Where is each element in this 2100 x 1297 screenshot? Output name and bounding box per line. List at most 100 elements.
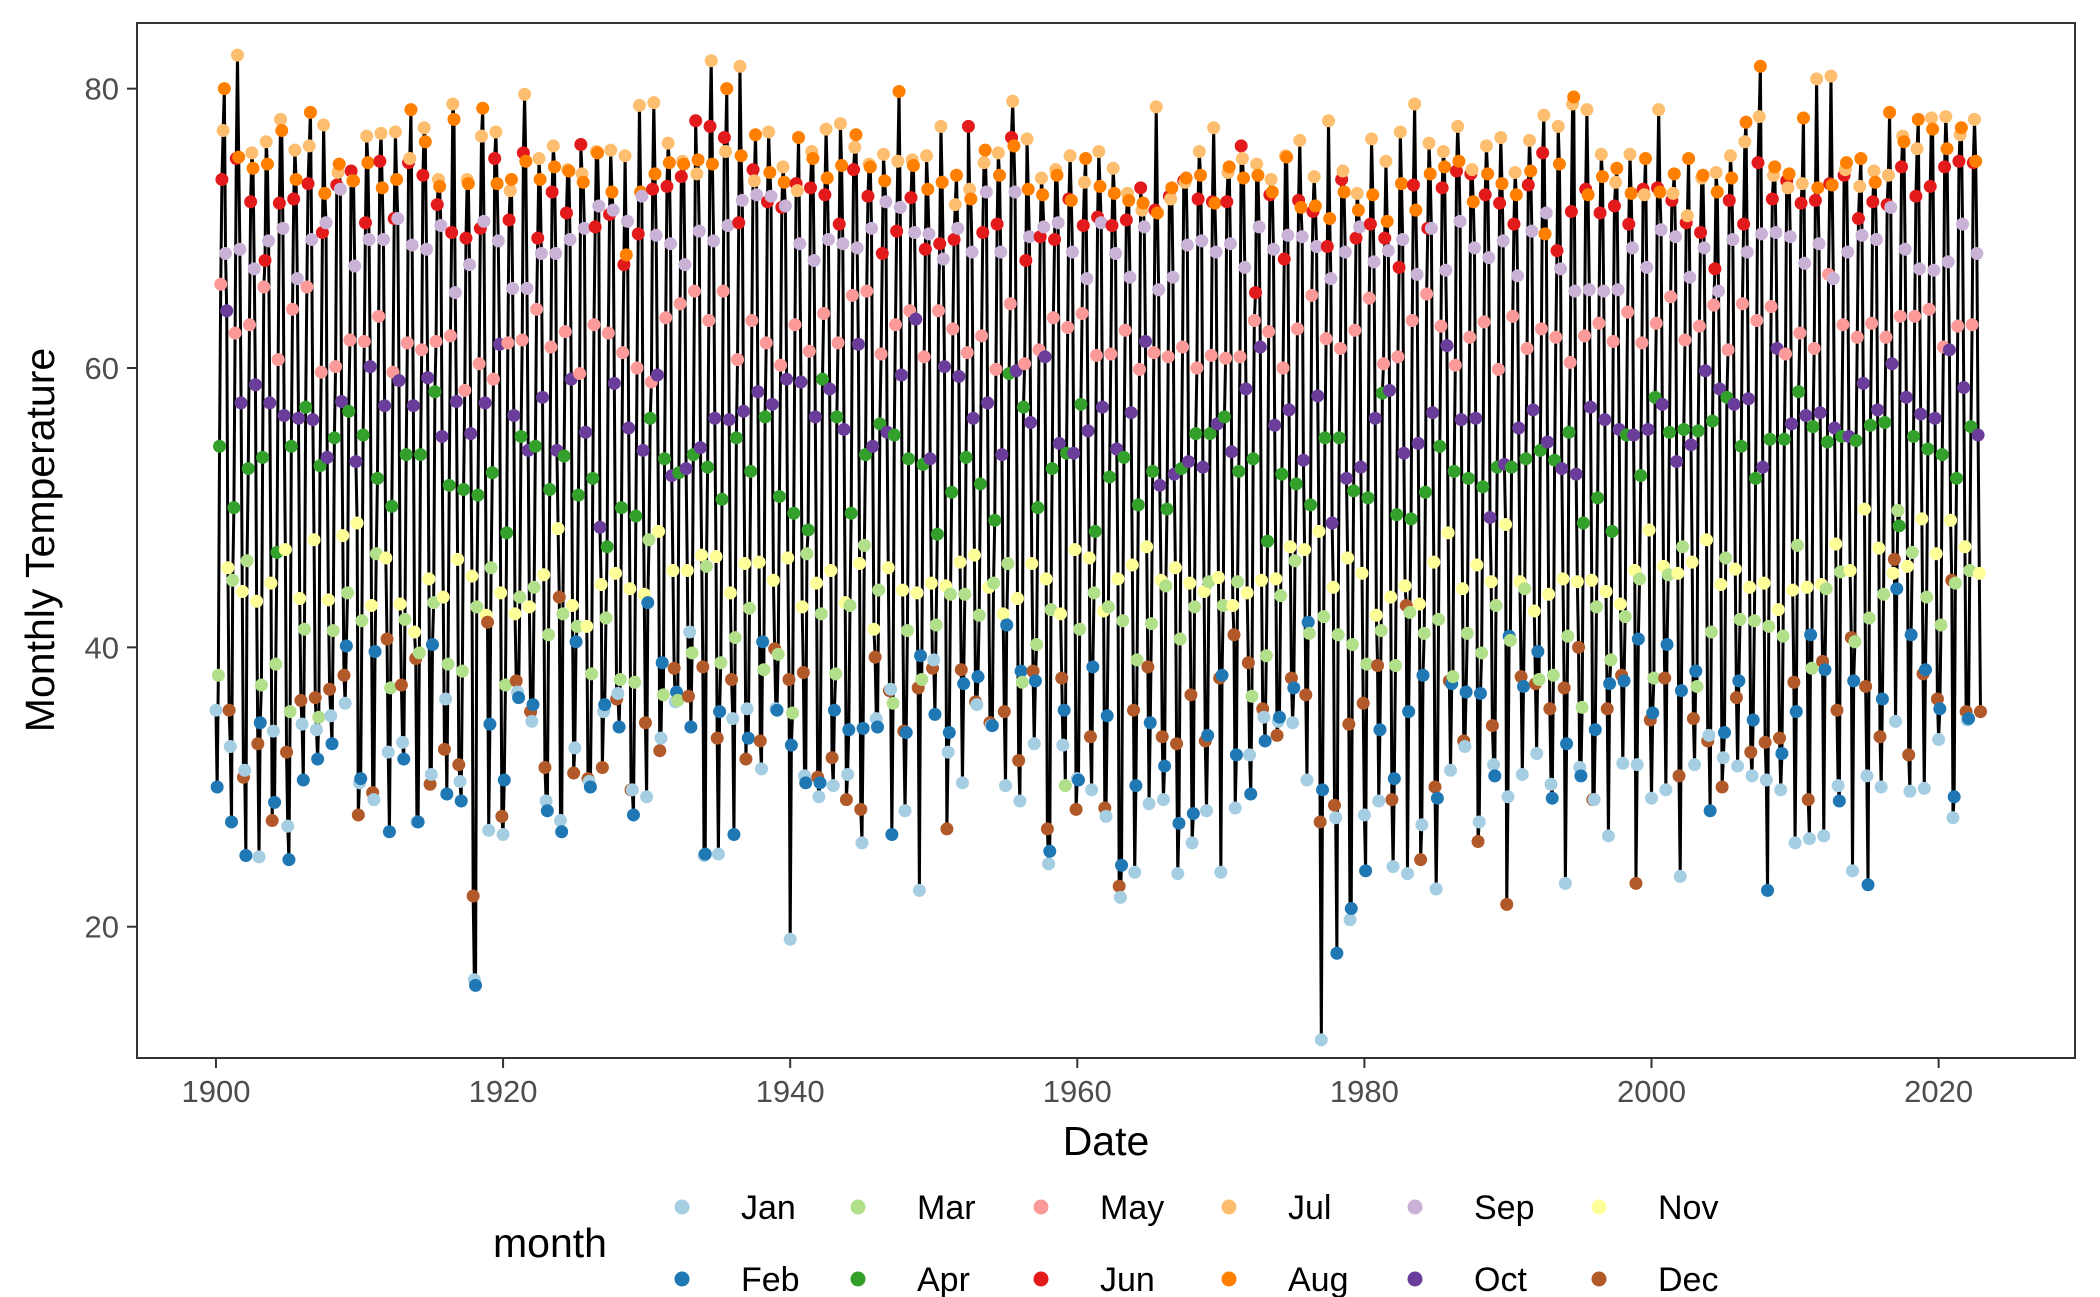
data-point bbox=[1452, 154, 1466, 168]
data-point bbox=[1244, 787, 1258, 801]
data-point bbox=[794, 375, 808, 389]
data-point bbox=[620, 214, 634, 228]
data-point bbox=[871, 720, 885, 734]
data-point bbox=[349, 455, 363, 469]
data-point bbox=[1357, 808, 1371, 822]
data-point bbox=[786, 706, 800, 720]
data-point bbox=[1215, 668, 1229, 682]
data-point bbox=[671, 693, 685, 707]
data-point bbox=[1391, 350, 1405, 364]
data-point bbox=[598, 698, 612, 712]
data-point bbox=[1389, 659, 1402, 673]
data-point bbox=[1171, 867, 1185, 881]
legend-item-sep: Sep bbox=[1407, 1189, 1535, 1227]
data-point bbox=[874, 347, 888, 361]
data-point bbox=[213, 439, 227, 453]
data-point bbox=[375, 181, 389, 195]
data-point bbox=[1917, 781, 1931, 795]
data-point bbox=[1082, 551, 1096, 565]
data-point bbox=[799, 776, 813, 790]
data-point bbox=[1537, 108, 1551, 122]
data-point bbox=[1557, 681, 1571, 695]
data-point bbox=[1493, 196, 1507, 210]
x-axis-title: Date bbox=[1063, 1118, 1150, 1164]
data-point bbox=[1707, 298, 1721, 312]
data-point bbox=[1670, 455, 1684, 469]
data-point bbox=[363, 360, 377, 374]
data-point bbox=[1716, 751, 1730, 765]
data-point bbox=[478, 396, 492, 410]
data-point bbox=[1116, 614, 1130, 628]
data-point bbox=[1915, 512, 1929, 526]
data-point bbox=[1530, 747, 1544, 761]
data-point bbox=[654, 731, 668, 745]
y-tick-label: 40 bbox=[85, 630, 119, 665]
data-point bbox=[683, 625, 697, 639]
data-point bbox=[454, 794, 468, 808]
data-point bbox=[1342, 717, 1356, 731]
data-point bbox=[808, 410, 822, 424]
data-point bbox=[348, 259, 362, 273]
data-point bbox=[1249, 286, 1263, 300]
data-point bbox=[1810, 72, 1824, 86]
data-point bbox=[538, 760, 552, 774]
data-point bbox=[681, 689, 695, 703]
data-point bbox=[679, 462, 693, 476]
data-point bbox=[1276, 361, 1290, 375]
data-point bbox=[587, 318, 601, 332]
data-point bbox=[1938, 160, 1952, 174]
data-point bbox=[294, 693, 308, 707]
data-point bbox=[1667, 167, 1681, 181]
data-point bbox=[436, 590, 450, 604]
data-point bbox=[1294, 200, 1308, 214]
data-point bbox=[1488, 769, 1502, 783]
data-point bbox=[878, 174, 892, 188]
data-point bbox=[1411, 436, 1425, 450]
data-point bbox=[247, 262, 261, 276]
data-point bbox=[230, 48, 244, 62]
data-point bbox=[636, 443, 650, 457]
data-point bbox=[1344, 902, 1358, 916]
data-point bbox=[1726, 233, 1740, 246]
data-point bbox=[1865, 316, 1879, 330]
data-point bbox=[1820, 435, 1834, 449]
data-point bbox=[1430, 791, 1444, 805]
data-point bbox=[441, 657, 455, 671]
data-point bbox=[1099, 809, 1113, 823]
data-point bbox=[1708, 262, 1722, 276]
data-point bbox=[258, 253, 272, 267]
data-point bbox=[1406, 178, 1420, 192]
data-point bbox=[244, 195, 258, 209]
data-point bbox=[1969, 154, 1983, 168]
data-point bbox=[403, 151, 417, 165]
data-point bbox=[491, 234, 505, 248]
data-point bbox=[1373, 723, 1387, 737]
data-point bbox=[531, 231, 545, 245]
data-point bbox=[666, 564, 680, 578]
data-point bbox=[394, 678, 408, 692]
data-point bbox=[1165, 181, 1179, 195]
data-point bbox=[1141, 660, 1155, 674]
data-point bbox=[1623, 147, 1637, 161]
data-point bbox=[453, 774, 467, 788]
data-point bbox=[790, 184, 804, 198]
data-point bbox=[1817, 829, 1831, 843]
data-point bbox=[709, 550, 723, 564]
data-point bbox=[1775, 747, 1789, 761]
data-point bbox=[1567, 90, 1581, 104]
data-point bbox=[1847, 674, 1861, 688]
data-point bbox=[569, 635, 583, 649]
data-point bbox=[923, 452, 937, 466]
data-point bbox=[1765, 192, 1779, 206]
data-point bbox=[1704, 625, 1718, 639]
data-point bbox=[1440, 339, 1454, 353]
data-point bbox=[1448, 358, 1462, 372]
data-point bbox=[924, 576, 938, 590]
data-point bbox=[1639, 151, 1653, 165]
data-point bbox=[472, 357, 486, 371]
data-point bbox=[1311, 389, 1325, 403]
data-point bbox=[1234, 139, 1248, 153]
data-point bbox=[1779, 347, 1792, 361]
data-point bbox=[1683, 270, 1697, 284]
data-point bbox=[1721, 343, 1735, 357]
